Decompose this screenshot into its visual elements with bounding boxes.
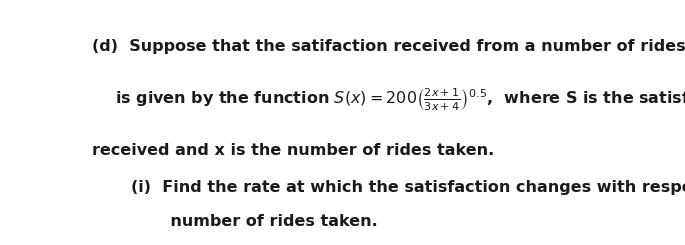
Text: is given by the function $S(x) = 200\left(\frac{2x+1}{3x+4}\right)^{0.5}$,  wher: is given by the function $S(x) = 200\lef…: [115, 86, 685, 112]
Text: (d)  Suppose that the satifaction received from a number of rides taken on a rol: (d) Suppose that the satifaction receive…: [92, 39, 685, 54]
Text: received and x is the number of rides taken.: received and x is the number of rides ta…: [92, 143, 495, 158]
Text: (i)  Find the rate at which the satisfaction changes with respect to the: (i) Find the rate at which the satisfact…: [131, 180, 685, 195]
Text: number of rides taken.: number of rides taken.: [131, 214, 377, 229]
